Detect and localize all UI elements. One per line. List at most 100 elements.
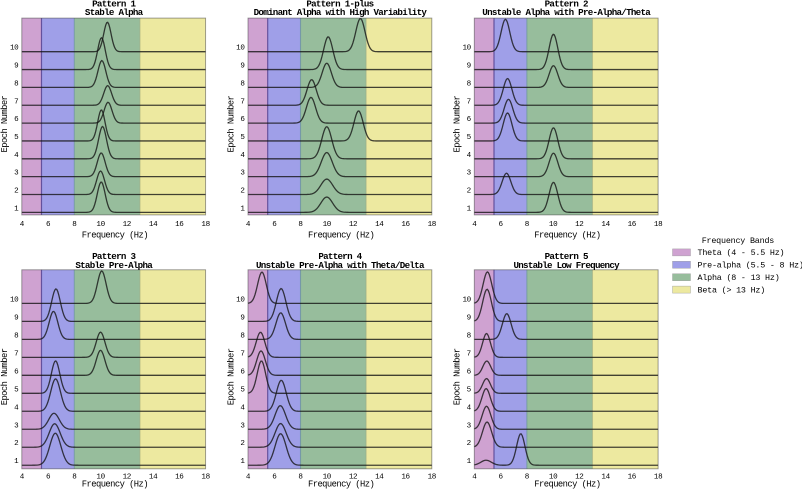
- svg-text:14: 14: [375, 221, 384, 229]
- svg-text:7: 7: [14, 350, 18, 358]
- svg-text:16: 16: [628, 474, 637, 482]
- svg-text:18: 18: [201, 474, 210, 482]
- svg-text:2: 2: [240, 188, 245, 196]
- svg-text:Epoch Number: Epoch Number: [0, 95, 10, 152]
- svg-text:Stable Alpha: Stable Alpha: [85, 7, 144, 18]
- svg-text:10: 10: [462, 296, 471, 304]
- svg-text:Pattern 4: Pattern 4: [318, 251, 362, 262]
- svg-text:6: 6: [46, 474, 51, 482]
- svg-text:10: 10: [549, 474, 558, 482]
- svg-text:4: 4: [467, 404, 472, 412]
- svg-text:8: 8: [14, 332, 19, 340]
- svg-text:Epoch Number: Epoch Number: [453, 95, 463, 152]
- svg-text:6: 6: [14, 368, 19, 376]
- svg-text:Epoch Number: Epoch Number: [453, 348, 463, 405]
- svg-text:7: 7: [240, 350, 244, 358]
- svg-text:1: 1: [467, 458, 472, 466]
- svg-text:4: 4: [240, 152, 245, 160]
- svg-text:3: 3: [14, 170, 19, 178]
- svg-text:9: 9: [240, 63, 245, 71]
- svg-text:Epoch Number: Epoch Number: [0, 348, 10, 405]
- svg-text:6: 6: [14, 116, 19, 124]
- svg-text:5: 5: [467, 386, 472, 394]
- svg-text:12: 12: [123, 474, 132, 482]
- svg-text:14: 14: [375, 474, 384, 482]
- svg-text:9: 9: [240, 314, 245, 322]
- svg-text:18: 18: [654, 221, 663, 229]
- svg-text:7: 7: [467, 350, 471, 358]
- svg-text:5: 5: [14, 134, 19, 142]
- svg-text:12: 12: [575, 221, 584, 229]
- svg-text:Unstable Low Frequency: Unstable Low Frequency: [513, 260, 620, 271]
- svg-text:Theta (4 - 5.5 Hz): Theta (4 - 5.5 Hz): [698, 248, 785, 258]
- svg-text:6: 6: [240, 368, 245, 376]
- svg-text:1: 1: [240, 458, 245, 466]
- svg-text:6: 6: [499, 221, 504, 229]
- svg-text:Frequency (Hz): Frequency (Hz): [82, 231, 148, 241]
- svg-text:10: 10: [236, 45, 245, 53]
- svg-text:10: 10: [96, 474, 105, 482]
- svg-text:10: 10: [323, 474, 332, 482]
- svg-text:Unstable Alpha with Pre-Alpha/: Unstable Alpha with Pre-Alpha/Theta: [482, 7, 651, 18]
- svg-text:7: 7: [14, 98, 18, 106]
- svg-text:4: 4: [246, 474, 251, 482]
- svg-text:8: 8: [298, 221, 303, 229]
- svg-text:10: 10: [96, 221, 105, 229]
- svg-text:10: 10: [10, 45, 19, 53]
- svg-text:9: 9: [467, 314, 472, 322]
- svg-text:18: 18: [428, 474, 437, 482]
- svg-text:5: 5: [240, 386, 245, 394]
- svg-text:8: 8: [72, 221, 77, 229]
- svg-text:Alpha (8 - 13 Hz): Alpha (8 - 13 Hz): [698, 273, 780, 283]
- svg-text:8: 8: [240, 80, 245, 88]
- svg-text:6: 6: [46, 221, 51, 229]
- svg-text:10: 10: [549, 221, 558, 229]
- svg-text:Frequency Bands: Frequency Bands: [702, 236, 775, 246]
- svg-text:14: 14: [601, 221, 610, 229]
- svg-text:8: 8: [72, 474, 77, 482]
- svg-text:2: 2: [240, 440, 245, 448]
- svg-text:Beta (> 13 Hz): Beta (> 13 Hz): [698, 285, 766, 295]
- svg-text:Unstable Pre-Alpha with Theta/: Unstable Pre-Alpha with Theta/Delta: [256, 260, 425, 271]
- svg-text:Pattern 5: Pattern 5: [545, 251, 589, 262]
- svg-text:3: 3: [14, 422, 19, 430]
- svg-text:16: 16: [175, 221, 184, 229]
- svg-text:1: 1: [467, 205, 472, 213]
- svg-text:Frequency (Hz): Frequency (Hz): [82, 479, 148, 489]
- svg-text:1: 1: [14, 458, 19, 466]
- svg-text:6: 6: [272, 221, 277, 229]
- svg-text:18: 18: [654, 474, 663, 482]
- svg-text:6: 6: [272, 474, 277, 482]
- svg-text:10: 10: [10, 296, 19, 304]
- svg-text:8: 8: [467, 80, 472, 88]
- svg-text:7: 7: [240, 98, 244, 106]
- svg-text:4: 4: [20, 474, 25, 482]
- svg-text:Frequency (Hz): Frequency (Hz): [308, 479, 374, 489]
- svg-text:Pattern 2: Pattern 2: [545, 0, 588, 10]
- svg-text:6: 6: [467, 368, 472, 376]
- svg-text:16: 16: [401, 474, 410, 482]
- svg-text:6: 6: [467, 116, 472, 124]
- svg-text:4: 4: [20, 221, 25, 229]
- svg-text:2: 2: [14, 440, 19, 448]
- svg-text:14: 14: [149, 474, 158, 482]
- svg-text:16: 16: [628, 221, 637, 229]
- svg-text:12: 12: [575, 474, 584, 482]
- svg-text:18: 18: [201, 221, 210, 229]
- svg-text:Stable Pre-Alpha: Stable Pre-Alpha: [75, 260, 153, 271]
- svg-text:4: 4: [240, 404, 245, 412]
- svg-text:14: 14: [601, 474, 610, 482]
- svg-text:3: 3: [467, 422, 472, 430]
- svg-text:Frequency (Hz): Frequency (Hz): [534, 479, 600, 489]
- svg-text:9: 9: [467, 63, 472, 71]
- svg-text:Pattern 1-plus: Pattern 1-plus: [306, 0, 373, 10]
- svg-text:Pre-alpha (5.5 - 8 Hz): Pre-alpha (5.5 - 8 Hz): [698, 261, 802, 271]
- svg-text:10: 10: [462, 45, 471, 53]
- svg-text:5: 5: [240, 134, 245, 142]
- svg-text:7: 7: [467, 98, 471, 106]
- svg-text:Pattern 3: Pattern 3: [92, 251, 136, 262]
- svg-text:10: 10: [236, 296, 245, 304]
- svg-text:4: 4: [246, 221, 251, 229]
- svg-text:4: 4: [14, 404, 19, 412]
- svg-text:16: 16: [175, 474, 184, 482]
